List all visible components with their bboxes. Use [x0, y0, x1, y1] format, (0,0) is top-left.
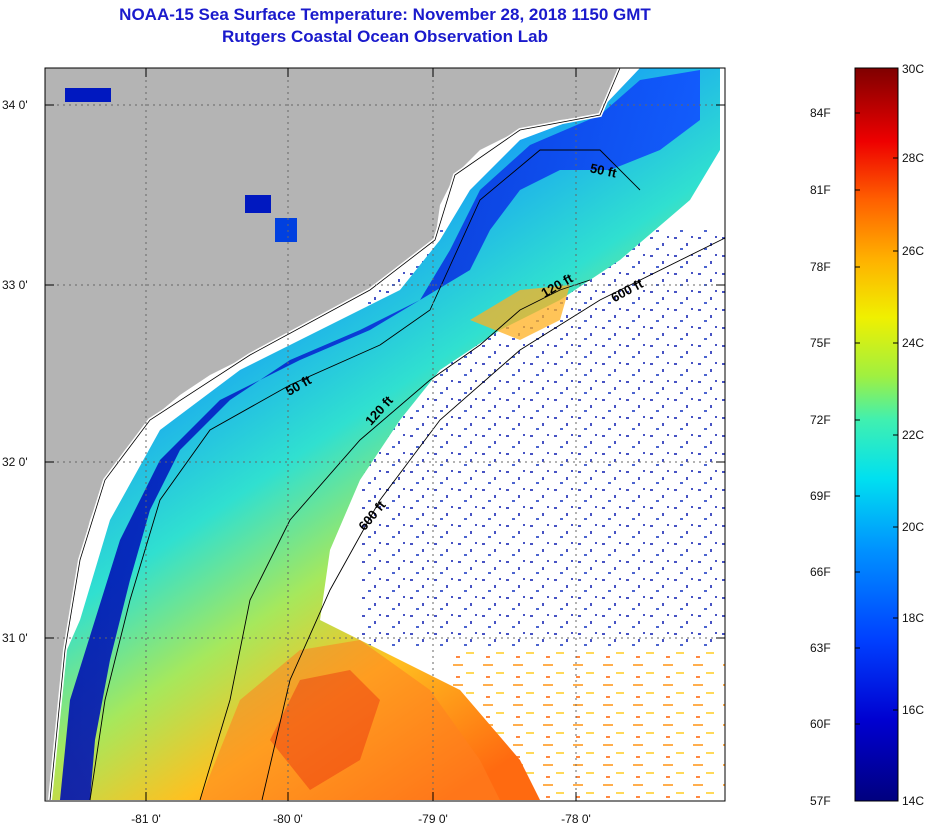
contour-120ft — [199, 279, 591, 801]
shelf-warm-tongue — [470, 285, 570, 340]
colorbar-label-c: 14C — [902, 794, 925, 808]
colorbar-label-c: 24C — [902, 336, 925, 350]
lon-label: -78 0' — [561, 812, 591, 826]
map-frame — [44, 67, 726, 802]
colorbar-label-f: 66F — [810, 565, 831, 579]
warm-patch — [200, 640, 500, 800]
colorbar-label-f: 63F — [810, 641, 831, 655]
land-mass — [45, 68, 620, 800]
colorbar-label-f: 78F — [810, 260, 831, 274]
colorbar-label-f: 69F — [810, 489, 831, 503]
colorbar-label-f: 84F — [810, 106, 831, 120]
map-panel — [44, 67, 726, 802]
sst-field — [45, 68, 720, 800]
contour-50ft — [89, 149, 641, 801]
grid-lines — [45, 68, 725, 801]
colorbar — [854, 67, 899, 802]
colorbar-label-c: 26C — [902, 244, 925, 258]
colorbar-label-c: 22C — [902, 428, 925, 442]
lat-label: 33 0' — [2, 278, 28, 292]
map-subtitle: Rutgers Coastal Ocean Observation Lab — [222, 27, 548, 46]
colorbar-label-f: 81F — [810, 183, 831, 197]
colorbar-label-c: 30C — [902, 62, 925, 76]
colorbar-label-c: 20C — [902, 520, 925, 534]
contour-600ft — [261, 237, 726, 801]
colorbar-label-f: 57F — [810, 794, 831, 808]
warm-core — [270, 670, 380, 790]
lon-label: -80 0' — [273, 812, 303, 826]
lat-label: 31 0' — [2, 631, 28, 645]
tick-marks — [45, 68, 725, 801]
lat-label: 32 0' — [2, 455, 28, 469]
map-title: NOAA-15 Sea Surface Temperature: Novembe… — [119, 5, 651, 24]
inland-lake — [245, 195, 271, 213]
lat-label: 34 0' — [2, 98, 28, 112]
colorbar-ticks — [855, 112, 898, 725]
colorbar-label-c: 16C — [902, 703, 925, 717]
colorbar-label-f: 75F — [810, 336, 831, 350]
nearshore-cold-band — [60, 70, 700, 800]
colorbar-label-f: 60F — [810, 717, 831, 731]
colorbar-ramp — [855, 68, 898, 801]
lon-label: -79 0' — [418, 812, 448, 826]
inland-lake — [275, 218, 297, 242]
colorbar-label-c: 18C — [902, 611, 925, 625]
colorbar-label-f: 72F — [810, 413, 831, 427]
lon-label: -81 0' — [131, 812, 161, 826]
inland-lake — [65, 88, 111, 102]
colorbar-label-c: 28C — [902, 151, 925, 165]
